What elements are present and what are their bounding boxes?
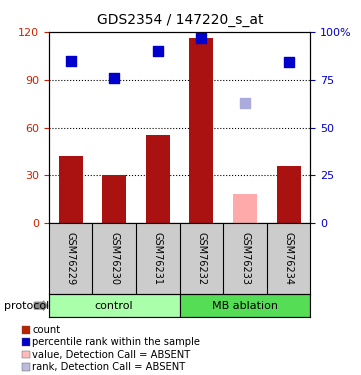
Bar — [102, 176, 126, 223]
Bar — [58, 156, 83, 223]
Point — [286, 60, 292, 66]
Text: count: count — [32, 325, 61, 335]
Text: GSM76234: GSM76234 — [284, 232, 293, 285]
Point — [68, 57, 73, 63]
Bar — [49, 294, 179, 317]
Text: control: control — [95, 301, 134, 310]
Bar — [146, 135, 170, 223]
Text: MB ablation: MB ablation — [212, 301, 278, 310]
Point — [242, 100, 248, 106]
Point — [155, 48, 161, 54]
Text: value, Detection Call = ABSENT: value, Detection Call = ABSENT — [32, 350, 191, 360]
Text: GSM76232: GSM76232 — [196, 232, 206, 285]
Bar — [233, 194, 257, 223]
Text: GSM76229: GSM76229 — [66, 232, 75, 285]
Point — [111, 75, 117, 81]
Text: GSM76233: GSM76233 — [240, 232, 250, 285]
Text: GDS2354 / 147220_s_at: GDS2354 / 147220_s_at — [97, 13, 264, 27]
Text: protocol: protocol — [4, 301, 49, 310]
Text: percentile rank within the sample: percentile rank within the sample — [32, 337, 200, 347]
Bar — [277, 166, 301, 223]
Text: GSM76231: GSM76231 — [153, 232, 163, 285]
Bar — [179, 294, 310, 317]
Bar — [190, 38, 213, 223]
Point — [199, 34, 204, 40]
Text: rank, Detection Call = ABSENT: rank, Detection Call = ABSENT — [32, 362, 186, 372]
Text: GSM76230: GSM76230 — [109, 232, 119, 285]
